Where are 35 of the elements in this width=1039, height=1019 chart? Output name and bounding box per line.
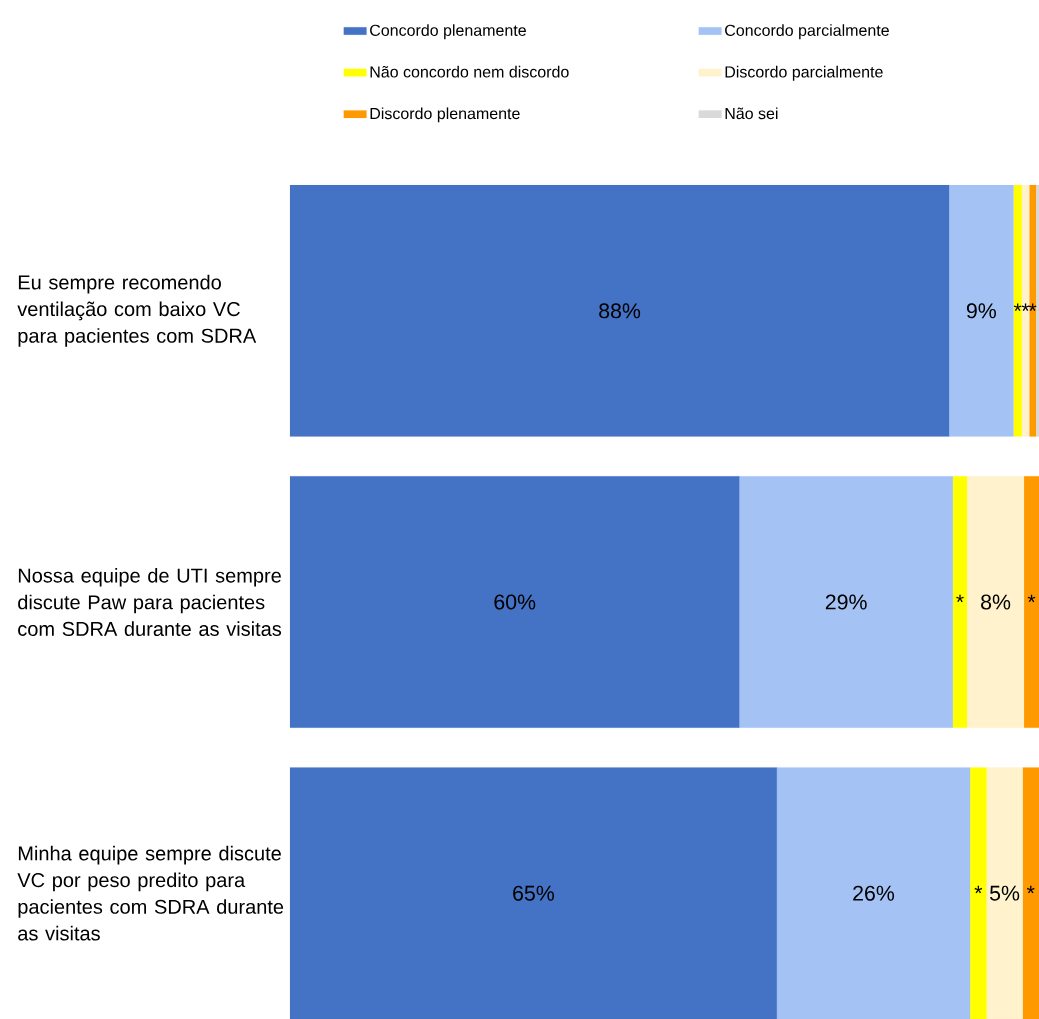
y-tick-label: Eu sempre recomendo ventilação com baixo VC para pacientes com SDRA xyxy=(17,274,257,347)
data-label: 60% xyxy=(494,594,536,610)
bar xyxy=(289,184,950,437)
bar xyxy=(986,767,1023,1019)
legend-label: Não concordo nem discordo xyxy=(370,65,569,78)
bar xyxy=(289,767,777,1019)
bar xyxy=(1013,184,1022,437)
legend-label: Discordo parcialmente xyxy=(725,65,883,81)
bar xyxy=(967,476,1025,728)
data-label: 88% xyxy=(599,303,641,319)
bar xyxy=(739,476,953,728)
legend-label: Discordo plenamente xyxy=(370,107,520,123)
bar xyxy=(970,767,987,1019)
data-label: * xyxy=(1021,303,1030,311)
data-label: 26% xyxy=(853,885,895,901)
data-label: 9% xyxy=(966,303,996,319)
bar xyxy=(952,476,968,728)
data-label: * xyxy=(974,885,983,894)
bar xyxy=(949,184,1014,437)
bar xyxy=(776,767,971,1019)
data-label: 8% xyxy=(981,594,1011,610)
data-label: * xyxy=(1013,303,1022,311)
data-label: 29% xyxy=(825,594,867,610)
data-label: * xyxy=(956,594,964,603)
bar xyxy=(1021,184,1030,437)
data-label: * xyxy=(1027,594,1036,603)
data-label: 65% xyxy=(513,885,555,901)
data-label: * xyxy=(1026,885,1035,894)
y-tick-label: Nossa equipe de UTI sempre discute Paw para pacientes com SDRA durante as visitas xyxy=(18,567,282,636)
data-label: 5% xyxy=(989,885,1020,901)
y-tick-label: Minha equipe sempre discute VC por peso predito para pacientes com SDRA durante as visitas xyxy=(17,845,284,941)
legend-label: Concordo plenamente xyxy=(370,24,526,40)
legend-label: Concordo parcialmente xyxy=(725,24,889,40)
legend-label: Não sei xyxy=(725,107,778,120)
bar xyxy=(289,476,740,728)
